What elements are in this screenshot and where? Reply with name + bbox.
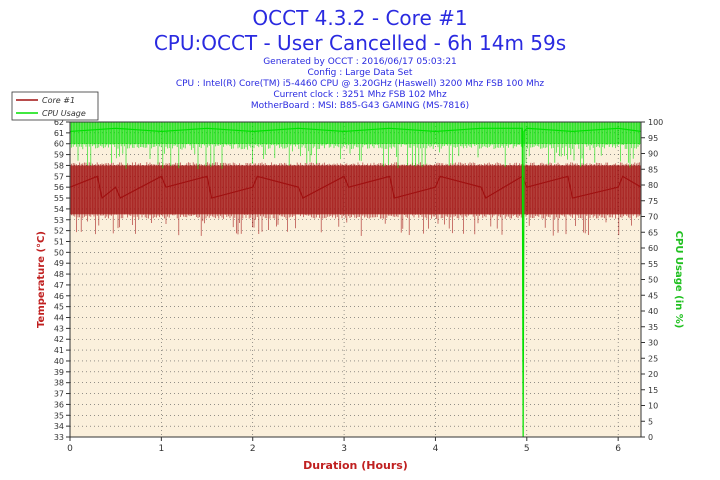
y-tick-label-left: 45 <box>54 303 64 312</box>
x-tick-label: 4 <box>433 444 439 454</box>
y-tick-label-right: 5 <box>648 417 653 426</box>
x-tick-label: 5 <box>524 444 530 454</box>
y-tick-label-left: 57 <box>54 172 64 181</box>
series-lines <box>69 127 642 438</box>
y-tick-label-left: 46 <box>54 292 64 301</box>
y-axis-label-left: Temperature (°C) <box>36 231 47 328</box>
y-tick-label-right: 0 <box>648 433 653 442</box>
series-noise-core <box>69 162 640 236</box>
y-tick-label-left: 42 <box>54 335 64 344</box>
y-tick-label-right: 95 <box>648 134 658 143</box>
y-tick-label-left: 59 <box>54 151 64 160</box>
y-tick-label-left: 33 <box>54 433 64 442</box>
y-tick-label-left: 43 <box>54 324 64 333</box>
info-cpu: CPU : Intel(R) Core(TM) i5-4460 CPU @ 3.… <box>175 79 545 89</box>
y-tick-label-right: 40 <box>648 307 658 316</box>
y-tick-label-right: 30 <box>648 339 658 348</box>
chart-title: OCCT 4.3.2 - Core #1 <box>252 6 468 30</box>
y-tick-label-left: 61 <box>54 129 64 138</box>
x-tick-label: 1 <box>158 444 164 454</box>
y-tick-label-left: 60 <box>54 140 64 149</box>
y-tick-label-left: 53 <box>54 216 64 225</box>
y-tick-label-right: 20 <box>648 370 658 379</box>
legend: Core #1 CPU Usage <box>11 91 99 121</box>
y-tick-label-right: 70 <box>648 213 658 222</box>
x-tick-label: 3 <box>341 444 347 454</box>
y-tick-label-right: 45 <box>648 291 658 300</box>
chart-subtitle: CPU:OCCT - User Cancelled - 6h 14m 59s <box>153 31 567 55</box>
y-tick-label-right: 90 <box>648 150 658 159</box>
y-tick-label-left: 41 <box>54 346 64 355</box>
legend-label-core: Core #1 <box>42 96 75 105</box>
y-tick-label-left: 37 <box>54 390 64 399</box>
series-band-cpu <box>70 122 641 145</box>
series-line-core <box>69 175 642 200</box>
y-tick-label-left: 40 <box>54 357 64 366</box>
y-tick-label-left: 62 <box>54 118 64 127</box>
legend-label-cpu: CPU Usage <box>42 109 86 118</box>
y-tick-label-left: 51 <box>54 237 64 246</box>
series-noise-cpu <box>69 122 640 170</box>
y-tick-label-right: 50 <box>648 276 658 285</box>
x-axis-label: Duration (Hours) <box>303 459 408 472</box>
y-tick-label-left: 35 <box>54 411 64 420</box>
y-tick-label-left: 48 <box>54 270 64 279</box>
y-tick-label-right: 10 <box>648 402 658 411</box>
ticks: 3334353637383940414243444546474849505152… <box>54 118 663 454</box>
info-config: Config : Large Data Set <box>307 68 413 78</box>
info-generated: Generated by OCCT : 2016/06/17 05:03:21 <box>263 57 457 67</box>
series-line-cpu <box>69 127 642 438</box>
y-tick-label-right: 25 <box>648 354 658 363</box>
y-tick-label-right: 55 <box>648 260 658 269</box>
y-tick-label-left: 49 <box>54 259 64 268</box>
y-axis-label-right: CPU Usage (in %) <box>673 231 684 329</box>
y-tick-label-right: 80 <box>648 181 658 190</box>
y-tick-label-right: 60 <box>648 244 658 253</box>
y-tick-label-left: 52 <box>54 227 64 236</box>
y-tick-label-left: 47 <box>54 281 64 290</box>
y-tick-label-left: 36 <box>54 400 64 409</box>
x-tick-label: 6 <box>615 444 621 454</box>
y-tick-label-left: 50 <box>54 248 64 257</box>
info-motherboard: MotherBoard : MSI: B85-G43 GAMING (MS-78… <box>250 101 470 111</box>
legend-box <box>11 91 99 121</box>
y-tick-label-left: 34 <box>54 422 64 431</box>
y-tick-label-left: 39 <box>54 368 64 377</box>
y-tick-label-left: 58 <box>54 161 64 170</box>
series-bands <box>69 122 641 236</box>
x-tick-label: 0 <box>67 444 73 454</box>
y-tick-label-right: 85 <box>648 165 658 174</box>
x-tick-label: 2 <box>250 444 256 454</box>
y-tick-label-right: 35 <box>648 323 658 332</box>
y-tick-label-left: 38 <box>54 379 64 388</box>
y-tick-label-right: 15 <box>648 386 658 395</box>
y-tick-label-right: 75 <box>648 197 658 206</box>
y-tick-label-right: 100 <box>648 118 663 127</box>
y-tick-label-left: 44 <box>54 314 64 323</box>
series-band-core <box>70 165 641 215</box>
info-clock: Current clock : 3251 Mhz FSB 102 Mhz <box>273 90 447 100</box>
y-tick-label-right: 65 <box>648 228 658 237</box>
y-tick-label-left: 56 <box>54 183 64 192</box>
y-tick-label-left: 55 <box>54 194 64 203</box>
y-tick-label-left: 54 <box>54 205 64 214</box>
